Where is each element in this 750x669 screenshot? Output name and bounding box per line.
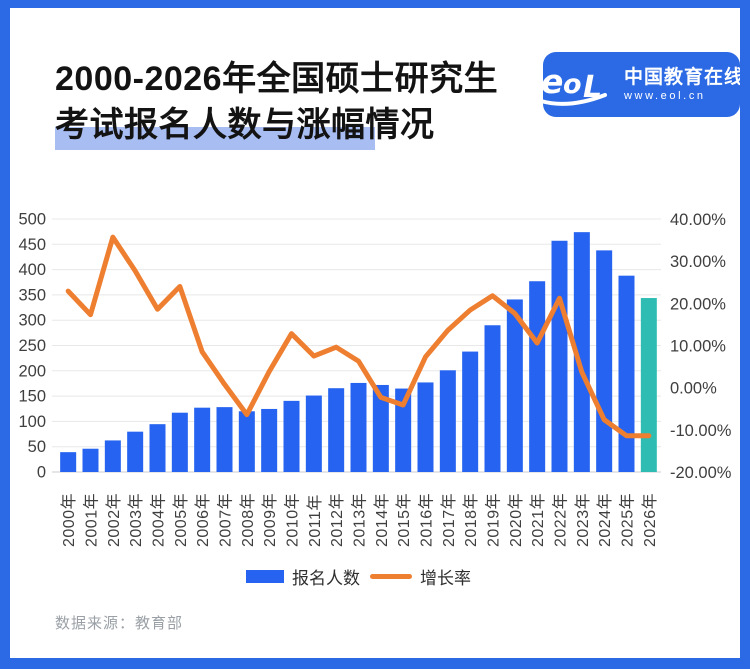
bar-2010年 — [283, 400, 300, 472]
bar-2009年 — [261, 408, 278, 472]
bar-2014年 — [372, 384, 389, 472]
x-axis-label: 2013年 — [351, 493, 369, 547]
x-axis-label: 2024年 — [596, 493, 614, 547]
y-axis-left-tick: 0 — [37, 464, 46, 482]
bar-2007年 — [216, 407, 233, 472]
x-axis-label: 2020年 — [507, 493, 525, 547]
x-axis-label: 2004年 — [150, 493, 168, 547]
y-axis-left-tick: 450 — [18, 236, 46, 254]
bar-2006年 — [194, 407, 211, 472]
eol-logo-icon: e o L — [539, 62, 607, 106]
x-axis-label: 2002年 — [105, 493, 123, 547]
bar-2016年 — [417, 382, 434, 472]
x-axis-label: 2015年 — [395, 493, 413, 547]
y-axis-left-tick: 150 — [18, 388, 46, 406]
logo-url: www.eol.cn — [624, 89, 706, 102]
y-axis-left-tick: 100 — [18, 413, 46, 431]
bar-2004年 — [149, 424, 166, 472]
bar-2011年 — [305, 395, 322, 472]
x-axis-label: 2010年 — [284, 493, 302, 547]
logo-name: 中国教育在线 — [624, 66, 745, 88]
y-axis-right-tick: 0.00% — [670, 380, 717, 398]
x-axis-label: 2021年 — [529, 493, 547, 547]
bar-2024年 — [596, 250, 613, 472]
y-axis-left-tick: 500 — [18, 211, 46, 229]
y-axis-right-tick: -10.00% — [670, 422, 732, 440]
x-axis-label: 2023年 — [574, 493, 592, 547]
y-axis-right-tick: 10.00% — [670, 338, 726, 356]
combo-chart: 50045040035030025020015010050040.00%30.0… — [18, 211, 732, 548]
legend-item-growth[interactable]: 增长率 — [370, 564, 471, 589]
bar-2018年 — [462, 351, 479, 472]
legend-label-growth: 增长率 — [420, 568, 471, 588]
bar-2019年 — [484, 325, 501, 472]
x-axis-label: 2007年 — [217, 493, 235, 547]
x-axis-label: 2019年 — [485, 493, 503, 547]
x-axis-label: 2011年 — [306, 494, 324, 547]
bar-2021年 — [529, 281, 546, 472]
x-axis-label: 2000年 — [60, 493, 78, 547]
chart-legend: 报名人数 增长率 — [57, 564, 660, 589]
y-axis-left-tick: 200 — [18, 362, 46, 380]
svg-text:e: e — [541, 62, 563, 101]
bar-2023年 — [573, 232, 590, 472]
x-axis-label: 2005年 — [172, 493, 190, 547]
page-title-line1: 2000-2026年全国硕士研究生 — [55, 60, 499, 98]
x-axis-label: 2014年 — [373, 493, 391, 547]
x-axis-label: 2012年 — [328, 493, 346, 547]
bar-2020年 — [506, 299, 523, 472]
y-axis-right-tick: 30.00% — [670, 253, 726, 271]
page-title-line2: 考试报名人数与涨幅情况 — [55, 106, 435, 144]
x-axis-label: 2001年 — [83, 493, 101, 547]
bar-2022年 — [551, 240, 568, 472]
x-axis-label: 2025年 — [619, 493, 637, 547]
y-axis-left-tick: 250 — [18, 337, 46, 355]
eol-logo-text: 中国教育在线 www.eol.cn — [624, 68, 744, 102]
bar-2012年 — [328, 388, 345, 472]
x-axis-label: 2022年 — [552, 493, 570, 547]
eol-logo[interactable]: e o L 中国教育在线 www.eol.cn — [539, 52, 743, 117]
y-axis-left-tick: 300 — [18, 312, 46, 330]
bar-2003年 — [127, 431, 144, 472]
y-axis-right-tick: -20.00% — [670, 464, 732, 482]
bar-2017年 — [439, 370, 456, 472]
bar-2000年 — [60, 452, 77, 472]
bar-2026年 — [640, 298, 657, 472]
page-title: 2000-2026年全国硕士研究生 考试报名人数与涨幅情况 — [55, 56, 498, 148]
legend-line-swatch — [370, 573, 412, 579]
bar-2025年 — [618, 275, 635, 472]
x-axis-label: 2003年 — [127, 493, 145, 547]
bar-2015年 — [395, 388, 412, 472]
x-axis-label: 2026年 — [641, 493, 659, 547]
growth-line — [65, 234, 652, 439]
legend-label-applicants: 报名人数 — [292, 568, 360, 588]
bar-2002年 — [104, 440, 121, 472]
x-axis-label: 2018年 — [462, 493, 480, 547]
x-axis-label: 2016年 — [418, 493, 436, 547]
svg-text:o: o — [563, 69, 582, 100]
y-axis-left-tick: 350 — [18, 286, 46, 304]
x-axis-label: 2009年 — [261, 493, 279, 547]
x-axis-label: 2006年 — [194, 493, 212, 547]
bar-2001年 — [82, 448, 99, 472]
x-axis-label: 2017年 — [440, 493, 458, 547]
legend-item-applicants[interactable]: 报名人数 — [246, 564, 360, 589]
y-axis-right-tick: 20.00% — [670, 295, 726, 313]
x-axis-label: 2008年 — [239, 493, 257, 547]
title-highlight — [55, 127, 375, 150]
y-axis-left-tick: 400 — [18, 261, 46, 279]
y-axis-right-tick: 40.00% — [670, 211, 726, 229]
bar-2008年 — [238, 411, 255, 472]
bar-2005年 — [171, 412, 188, 472]
bar-2013年 — [350, 382, 367, 472]
y-axis-left-tick: 50 — [28, 438, 46, 456]
legend-bar-swatch — [246, 569, 284, 583]
data-source-note: 数据来源：教育部 — [55, 615, 184, 632]
